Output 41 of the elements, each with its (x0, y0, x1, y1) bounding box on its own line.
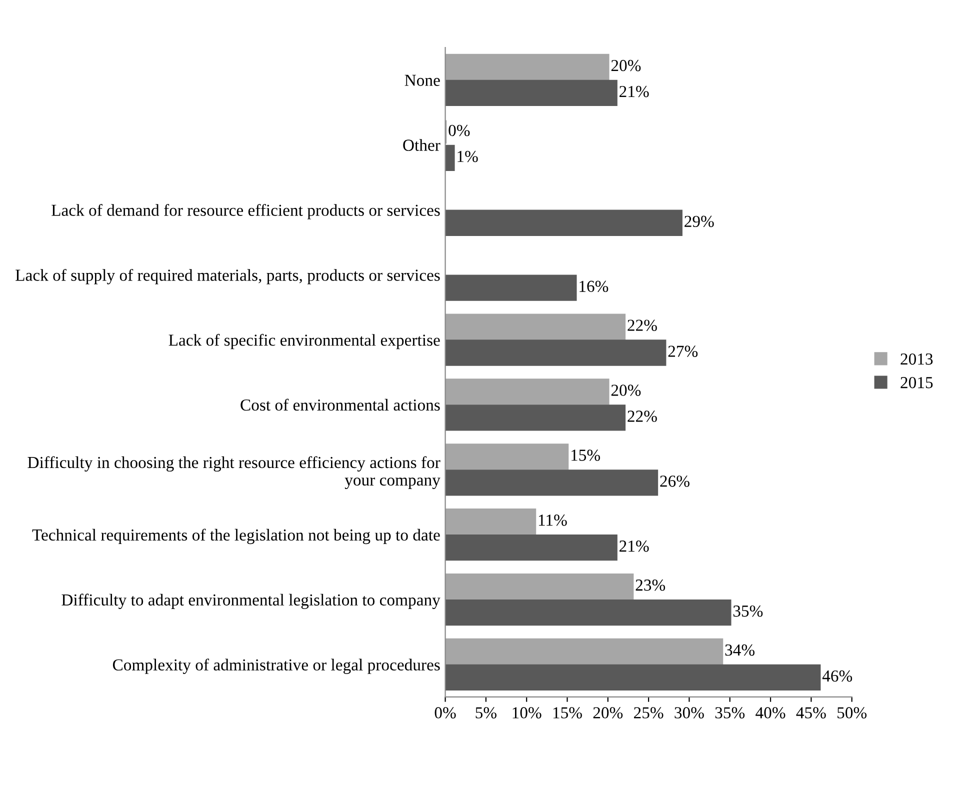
data-label: 21% (620, 86, 649, 98)
data-label: 35% (733, 605, 763, 617)
x-tick-label: 5% (476, 707, 496, 718)
data-label: 34% (725, 644, 754, 656)
y-tick-label: Other (403, 139, 440, 151)
x-tick-label: 0% (434, 707, 456, 718)
y-tick-label: Lack of demand for resource efficient products or services (52, 204, 440, 220)
y-tick-label: Cost of environmental actions (240, 398, 440, 411)
x-tick-label: 15% (553, 707, 582, 718)
data-label: 21% (620, 540, 649, 552)
x-tick-label: 50% (838, 707, 867, 718)
legend-label: 2013 (900, 353, 933, 365)
data-label: 11% (538, 514, 567, 526)
data-label: 16% (580, 280, 608, 292)
data-label: 22% (628, 320, 657, 332)
x-tick-label: 40% (756, 707, 786, 718)
y-tick-label: Lack of specific environmental expertise (168, 334, 440, 350)
y-tick-label: Technical requirements of the legislation not being up to date (32, 528, 440, 544)
data-label: 29% (684, 216, 714, 228)
y-tick-label: Complexity of administrative or legal procedures (112, 658, 440, 674)
data-label: 27% (668, 346, 698, 357)
y-tick-label: Lack of supply of required materials, parts, products or services (16, 268, 440, 284)
y-tick-label: Difficulty in choosing the right resource efficiency actions for your company (28, 456, 440, 490)
x-tick-label: 45% (796, 707, 826, 718)
x-tick-label: 35% (715, 707, 745, 718)
data-label: 22% (628, 410, 657, 422)
x-tick-label: 20% (593, 707, 623, 718)
data-label: 26% (660, 476, 690, 487)
x-tick-label: 10% (512, 707, 542, 718)
data-label: 46% (822, 670, 852, 682)
data-label: 1% (458, 150, 478, 162)
data-label: 0% (448, 124, 470, 136)
x-tick-label: 30% (674, 707, 704, 718)
data-label: 23% (636, 579, 666, 591)
y-tick-label: None (404, 74, 440, 86)
data-label: 20% (611, 384, 641, 396)
y-tick-label: Difficulty to adapt environmental legislation to company (62, 594, 440, 610)
data-label: 15% (571, 450, 600, 461)
legend-label: 2015 (900, 376, 933, 388)
data-label: 20% (611, 60, 641, 72)
x-tick-label: 25% (634, 707, 664, 718)
